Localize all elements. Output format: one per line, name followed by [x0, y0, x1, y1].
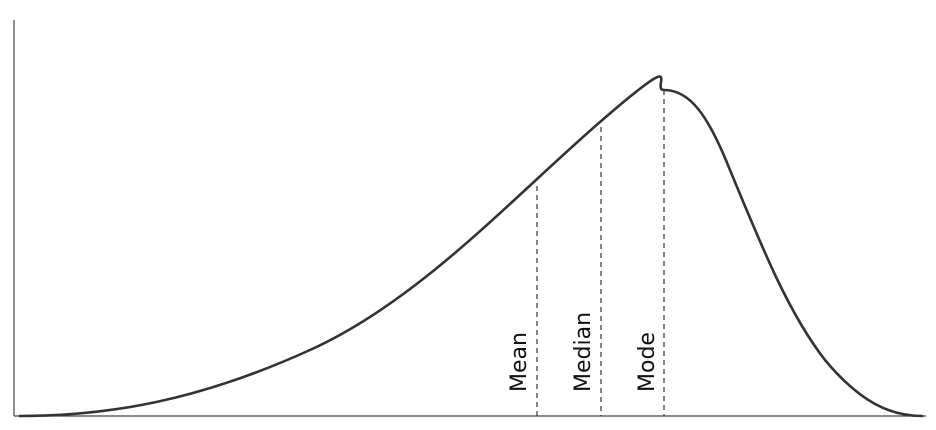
mode-label: Mode [635, 332, 660, 392]
median-label: Median [571, 312, 596, 392]
mean-label: Mean [507, 332, 532, 392]
distribution-curve [18, 75, 924, 418]
